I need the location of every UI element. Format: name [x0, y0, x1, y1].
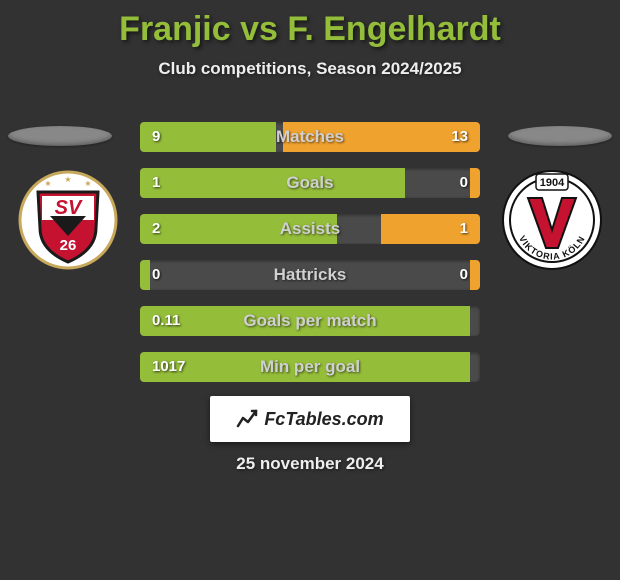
decor-ellipse-left: [8, 126, 112, 146]
svg-text:SV: SV: [55, 197, 83, 219]
stat-row: Goals10: [140, 168, 480, 198]
stat-bar-right: [283, 122, 480, 152]
decor-ellipse-right: [508, 126, 612, 146]
stat-bar-left: [140, 352, 470, 382]
stat-bar-left: [140, 122, 276, 152]
stat-row: Goals per match0.11: [140, 306, 480, 336]
svg-text:★: ★: [84, 179, 91, 188]
stat-row: Hattricks0 0: [140, 260, 480, 290]
svg-text:★: ★: [64, 175, 71, 184]
stat-value-right: 0: [460, 260, 468, 290]
page-title: Franjic vs F. Engelhardt: [0, 0, 620, 49]
stat-bar-left: [140, 260, 150, 290]
date-label: 25 november 2024: [0, 454, 620, 474]
stat-value-right: 0: [460, 168, 468, 198]
stat-bar-right: [470, 168, 480, 198]
watermark-text: FcTables.com: [264, 409, 383, 430]
team-logo-left: ★ ★ ★ SV 26: [18, 170, 118, 270]
stat-row: Assists21: [140, 214, 480, 244]
stat-bar-left: [140, 306, 470, 336]
stats-bars-container: Matches913Goals10Assists21Hattricks00Goa…: [140, 122, 480, 398]
watermark-badge: FcTables.com: [210, 396, 410, 442]
wehen-logo-icon: ★ ★ ★ SV 26: [18, 170, 118, 270]
svg-text:★: ★: [44, 179, 51, 188]
title-text: Franjic vs F. Engelhardt: [119, 10, 501, 48]
stat-row: Min per goal1017: [140, 352, 480, 382]
stat-bar-right: [381, 214, 480, 244]
stat-label: Hattricks: [140, 260, 480, 290]
team-logo-right: 1904 VIKTORIA KÖLN: [502, 170, 602, 270]
svg-text:26: 26: [60, 237, 77, 254]
svg-text:1904: 1904: [540, 177, 565, 189]
stat-bar-right: [470, 260, 480, 290]
stat-row: Matches913: [140, 122, 480, 152]
viktoria-logo-icon: 1904 VIKTORIA KÖLN: [502, 170, 602, 270]
stat-value-left: 0: [152, 260, 160, 290]
stat-bar-left: [140, 214, 337, 244]
stat-bar-left: [140, 168, 405, 198]
chart-icon: [236, 408, 258, 430]
page-subtitle: Club competitions, Season 2024/2025: [0, 59, 620, 79]
